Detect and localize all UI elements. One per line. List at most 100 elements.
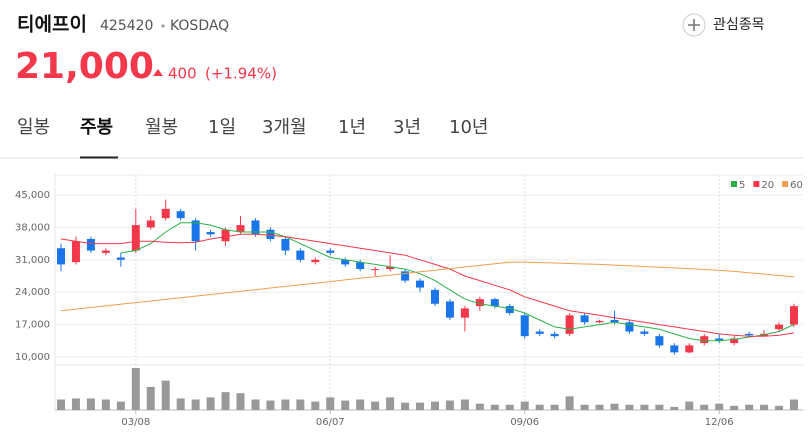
plus xyxy=(688,19,700,31)
volume-bar xyxy=(730,405,739,410)
volume-bar xyxy=(640,404,649,410)
candle-body xyxy=(730,338,739,344)
tab[interactable]: 10년 xyxy=(449,117,488,138)
volume-bar xyxy=(281,399,290,410)
volume-bar xyxy=(445,400,454,410)
candle-body xyxy=(610,319,619,323)
candle-body xyxy=(296,250,305,260)
candle-body xyxy=(700,336,709,344)
volume-bar xyxy=(161,380,170,410)
volume-bar xyxy=(520,401,529,410)
tabs: 일봉 주봉 월봉 1일 3개월 1년 3년 10년 xyxy=(17,117,488,138)
volume-bar xyxy=(460,399,469,410)
legend-label: 20 xyxy=(761,180,774,191)
volume-bar xyxy=(565,396,574,410)
volume-bar xyxy=(176,398,185,410)
candle-body xyxy=(71,241,80,263)
y-tick-label: 17,000 xyxy=(15,320,50,331)
tab[interactable]: 1년 xyxy=(338,117,366,138)
candle-body xyxy=(251,220,260,235)
volume-bar xyxy=(715,403,724,410)
x-tick-label: 03/08 xyxy=(121,417,150,428)
volume-bar xyxy=(131,368,140,410)
candle-body xyxy=(595,320,604,323)
candle-body xyxy=(625,322,634,332)
volume-bar xyxy=(71,398,80,410)
legend-swatch xyxy=(753,181,760,187)
y-tick-label: 38,000 xyxy=(15,222,50,233)
y-tick-label: 31,000 xyxy=(15,255,50,266)
candle-body xyxy=(311,259,320,263)
volume-bar xyxy=(685,401,694,410)
candle-body xyxy=(221,229,230,242)
volume-bar xyxy=(86,398,95,410)
candle-body xyxy=(550,333,559,337)
candle-body xyxy=(266,229,275,239)
volume-bar xyxy=(670,406,679,410)
tab[interactable]: 일봉 xyxy=(17,117,50,138)
volume-bar xyxy=(775,405,784,410)
watch-button[interactable]: 관심종목 xyxy=(682,13,765,37)
volume-bar xyxy=(401,402,410,410)
candle-body xyxy=(116,257,125,260)
stock-name: 티에프이 xyxy=(17,14,87,36)
volume-bar xyxy=(146,386,155,410)
candle-body xyxy=(475,299,484,307)
volume-bar xyxy=(206,397,215,410)
volume-bar xyxy=(251,399,260,410)
volume-bar xyxy=(101,399,110,410)
legend-swatch xyxy=(782,181,789,187)
change: 400 xyxy=(168,65,197,83)
volume-bar xyxy=(580,404,589,410)
ma-line xyxy=(120,222,795,342)
candle-body xyxy=(685,345,694,353)
candle-body xyxy=(535,331,544,334)
volume-bar xyxy=(490,404,499,410)
candle-body xyxy=(176,211,185,219)
stock-code: 425420 xyxy=(100,18,153,34)
candle-body xyxy=(101,250,110,253)
candle-body xyxy=(161,208,170,219)
y-tick-label: 10,000 xyxy=(15,352,50,363)
tab[interactable]: 3년 xyxy=(393,117,421,138)
candle-body xyxy=(565,315,574,334)
volume-bar xyxy=(296,399,305,410)
candle-body xyxy=(86,238,95,251)
volume-bar xyxy=(550,404,559,410)
candle-body xyxy=(341,259,350,265)
volume-bar xyxy=(57,399,65,410)
candle-body xyxy=(206,232,215,235)
candle-body xyxy=(715,338,724,341)
volume-bar xyxy=(595,404,604,410)
volume-bar xyxy=(191,399,200,410)
watch-label: 관심종목 xyxy=(713,17,765,33)
tab[interactable]: 주봉 xyxy=(80,117,113,138)
candle-body xyxy=(490,299,499,307)
y-tick-label: 45,000 xyxy=(15,190,50,201)
tab[interactable]: 월봉 xyxy=(145,117,178,138)
x-tick-label: 12/06 xyxy=(705,417,734,428)
separator xyxy=(161,24,165,28)
candle-body xyxy=(445,301,454,318)
candle-body xyxy=(356,262,365,270)
candle-body xyxy=(236,225,245,233)
tab[interactable]: 1일 xyxy=(208,117,236,138)
candle-body xyxy=(191,220,200,242)
volume-bar xyxy=(475,403,484,410)
volume-bar xyxy=(221,392,230,410)
volume-bar xyxy=(625,404,634,410)
ma-line xyxy=(60,261,795,312)
volume-bar xyxy=(700,404,709,410)
volume-bar xyxy=(745,404,754,410)
tab[interactable]: 3개월 xyxy=(262,117,307,138)
ma-line xyxy=(60,233,795,337)
volume-bar xyxy=(236,393,245,410)
volume-bar xyxy=(760,404,769,410)
candle-body xyxy=(57,248,65,265)
volume-bar xyxy=(311,401,320,410)
candle-body xyxy=(745,333,754,336)
candle-body xyxy=(580,315,589,323)
volume-bar xyxy=(790,399,798,410)
volume-bar xyxy=(505,404,514,410)
